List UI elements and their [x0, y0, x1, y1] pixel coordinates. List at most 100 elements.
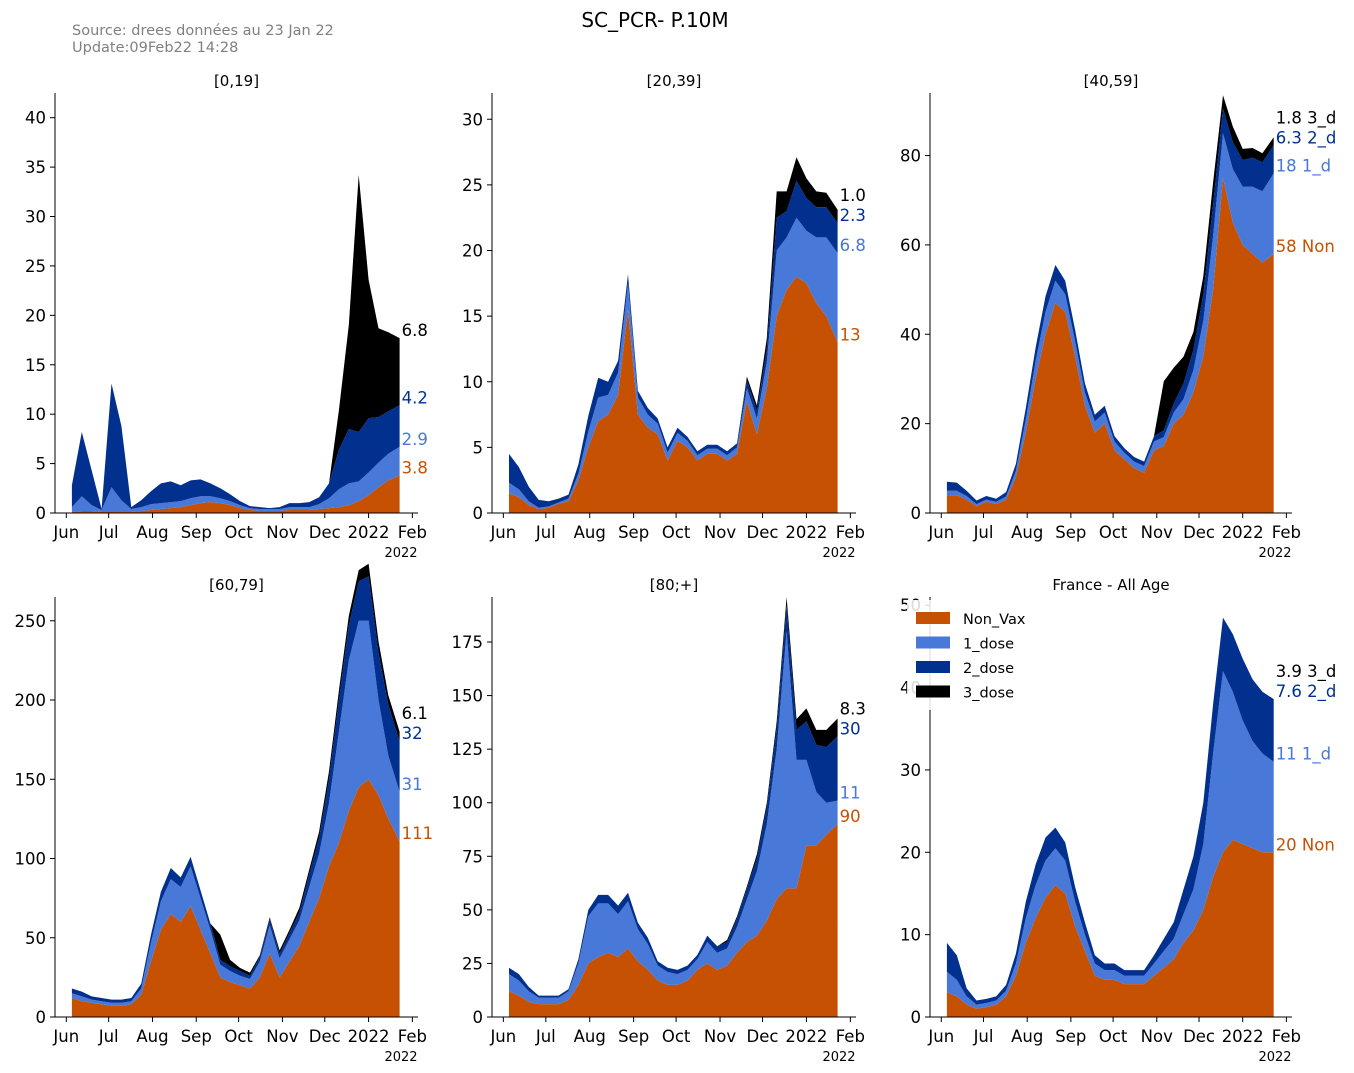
area-non-vax: [71, 475, 400, 513]
legend-label-3-dose: 3_dose: [963, 686, 1014, 702]
y-tick-label: 30: [462, 110, 483, 129]
x-tick-label: Nov: [266, 523, 298, 542]
y-tick-label: 0: [473, 504, 484, 523]
area-1-dose: [71, 620, 400, 1006]
x-tick-label: Aug: [1011, 1027, 1043, 1046]
area-2-dose: [946, 108, 1274, 505]
x-year-label: 2022: [384, 546, 417, 561]
end-label-3-dose: 1.0: [840, 186, 866, 205]
x-tick-label: Nov: [704, 523, 736, 542]
y-tick-label: 175: [452, 633, 484, 652]
end-label-3-dose: 3.9 3_d: [1276, 662, 1337, 682]
area-2-dose: [509, 180, 838, 508]
y-tick-label: 15: [462, 307, 483, 326]
end-label-3-dose: 6.1: [402, 704, 428, 723]
x-tick-label: Nov: [704, 1027, 736, 1046]
legend-swatch-1-dose: [916, 636, 950, 649]
area-1-dose: [71, 446, 400, 512]
panel-title: [0,19]: [214, 72, 259, 90]
x-tick-label: Dec: [309, 523, 341, 542]
end-label-3-dose: 8.3: [840, 699, 866, 718]
legend-swatch-non-vax: [916, 612, 950, 624]
area-1-dose: [946, 671, 1274, 1009]
y-tick-label: 0: [36, 504, 47, 523]
panel-3: [40,59] 0 20 40 60 80 Jun Jul Aug Sep Oct Nov Dec 202…: [900, 72, 1336, 561]
end-label-1-dose: 11: [840, 784, 861, 803]
y-tick-label: 80: [900, 147, 921, 166]
panel-6: France - All Age01020304050JunJulAugSepO…: [900, 576, 1336, 1065]
y-tick-label: 20: [900, 843, 921, 862]
y-tick-label: 10: [462, 373, 483, 392]
x-tick-label: Feb: [836, 523, 865, 542]
panel-1: [0,19] 0 5 10 15 20 25 30 35 40 Jun Jul Aug Sep Oct Nov…: [25, 72, 428, 561]
x-year-label: 2022: [822, 546, 855, 561]
panel-4: [60,79] 0 50 100 150 200 250 Jun Jul Aug Sep Oct Nov…: [15, 563, 433, 1065]
y-tick-label: 50: [462, 901, 483, 920]
x-tick-label: Dec: [747, 523, 779, 542]
end-label-1-dose: 11 1_d: [1276, 745, 1331, 765]
end-label-2-dose: 4.2: [402, 388, 428, 407]
x-tick-label: Feb: [836, 1027, 865, 1046]
area-3-dose: [509, 157, 838, 502]
area-1-dose: [509, 217, 838, 510]
x-tick-label: Oct: [224, 1027, 253, 1046]
y-tick-label: 0: [473, 1008, 484, 1027]
x-tick-label: Dec: [1183, 523, 1215, 542]
x-tick-label: Jul: [973, 523, 994, 542]
panel-5: [80;+] 0 25 50 75 100 125 150 175 Jun Jul Aug Sep Oct…: [452, 576, 866, 1065]
legend: Non_Vax 1_dose 2_dose 3_dose: [907, 600, 1047, 710]
x-tick-label: Sep: [618, 523, 649, 542]
end-label-3-dose: 6.8: [402, 321, 428, 340]
x-tick-label: Jul: [98, 523, 119, 542]
x-tick-label: Oct: [224, 523, 253, 542]
end-label-non-vax: 13: [840, 325, 861, 344]
y-tick-label: 20: [25, 306, 46, 325]
x-tick-label: Nov: [1141, 1027, 1173, 1046]
legend-label-1-dose: 1_dose: [963, 637, 1014, 653]
y-tick-label: 200: [15, 691, 47, 710]
x-tick-label: Feb: [398, 1027, 427, 1046]
x-tick-label: Jun: [927, 1027, 954, 1046]
y-tick-label: 150: [452, 687, 484, 706]
x-tick-label: Jun: [52, 523, 79, 542]
legend-label-2-dose: 2_dose: [963, 661, 1014, 677]
legend-label-non-vax: Non_Vax: [963, 612, 1026, 628]
area-2-dose: [71, 383, 400, 510]
y-tick-label: 75: [462, 847, 483, 866]
end-label-2-dose: 30: [840, 719, 861, 738]
end-label-2-dose: 2.3: [840, 206, 866, 225]
x-tick-label: Jun: [927, 523, 954, 542]
end-label-non-vax: 90: [840, 807, 861, 826]
panel-title: [80;+]: [650, 576, 698, 594]
x-tick-label: Jun: [489, 523, 516, 542]
x-tick-label: Jul: [973, 1027, 994, 1046]
x-tick-label: Oct: [662, 523, 691, 542]
panel-title: [60,79]: [209, 576, 264, 594]
panels: [0,19] 0 5 10 15 20 25 30 35 40 Jun Jul Aug Sep Oct Nov…: [15, 72, 1337, 1065]
area-2-dose: [946, 617, 1274, 1005]
end-label-1-dose: 2.9: [402, 430, 428, 449]
area-1-dose: [509, 631, 838, 1005]
x-tick-label: Oct: [662, 1027, 691, 1046]
x-tick-label: Feb: [1272, 1027, 1301, 1046]
area-1-dose: [946, 133, 1274, 507]
x-tick-label: 2022: [785, 523, 827, 542]
y-tick-label: 250: [15, 612, 47, 631]
end-label-1-dose: 31: [402, 775, 423, 794]
panel-2: [20,39] 0 5 10 15 20 25 30 Jun Jul Aug Sep Oct Nov Dec…: [462, 72, 866, 561]
y-tick-label: 20: [900, 415, 921, 434]
end-label-non-vax: 20 Non: [1276, 835, 1335, 854]
x-tick-label: Nov: [266, 1027, 298, 1046]
x-tick-label: Oct: [1099, 1027, 1128, 1046]
x-year-label: 2022: [1258, 1050, 1291, 1065]
figure-title: SC_PCR- P.10M: [581, 8, 728, 32]
area-non-vax: [946, 177, 1274, 513]
y-tick-label: 40: [900, 325, 921, 344]
x-tick-label: Aug: [136, 523, 168, 542]
x-tick-label: Dec: [747, 1027, 779, 1046]
panel-title: [20,39]: [647, 72, 702, 90]
area-non-vax: [509, 824, 838, 1017]
area-non-vax: [509, 276, 838, 513]
x-year-label: 2022: [384, 1050, 417, 1065]
x-tick-label: Jun: [489, 1027, 516, 1046]
